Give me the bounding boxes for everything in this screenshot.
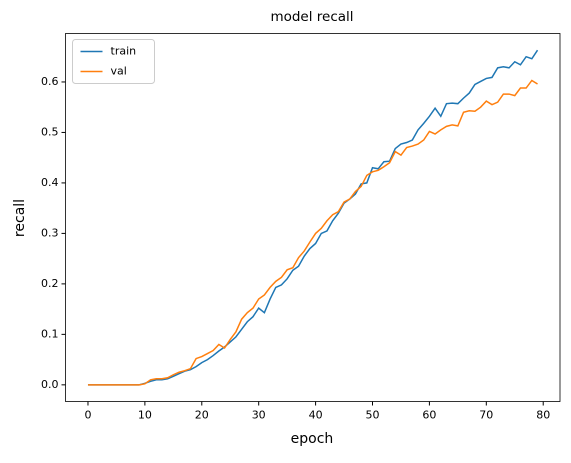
x-tick-label: 40 [309, 409, 323, 422]
y-tick-label: 0.6 [41, 75, 59, 88]
x-tick-label: 20 [195, 409, 209, 422]
y-tick-label: 0.2 [41, 277, 59, 290]
line-series [87, 49, 539, 386]
y-tick-label: 0.0 [41, 378, 59, 391]
x-tick-label: 10 [138, 409, 152, 422]
legend-label: val [111, 65, 127, 78]
y-tick-label: 0.1 [41, 327, 59, 340]
y-tick-label: 0.3 [41, 226, 59, 239]
x-tick-label: 70 [479, 409, 493, 422]
legend-label: train [111, 45, 137, 58]
chart-title: model recall [270, 9, 353, 25]
x-tick-label: 50 [365, 409, 379, 422]
plot-frame [65, 33, 561, 402]
y-tick-label: 0.5 [41, 125, 59, 138]
x-tick-label: 0 [84, 409, 91, 422]
x-axis-label: epoch [291, 431, 334, 447]
legend-box [72, 39, 155, 84]
x-tick-label: 30 [252, 409, 266, 422]
y-tick-label: 0.4 [41, 176, 59, 189]
y-axis-label: recall [12, 199, 28, 237]
x-tick-label: 80 [536, 409, 550, 422]
line-series [87, 79, 538, 386]
x-tick-label: 60 [422, 409, 436, 422]
